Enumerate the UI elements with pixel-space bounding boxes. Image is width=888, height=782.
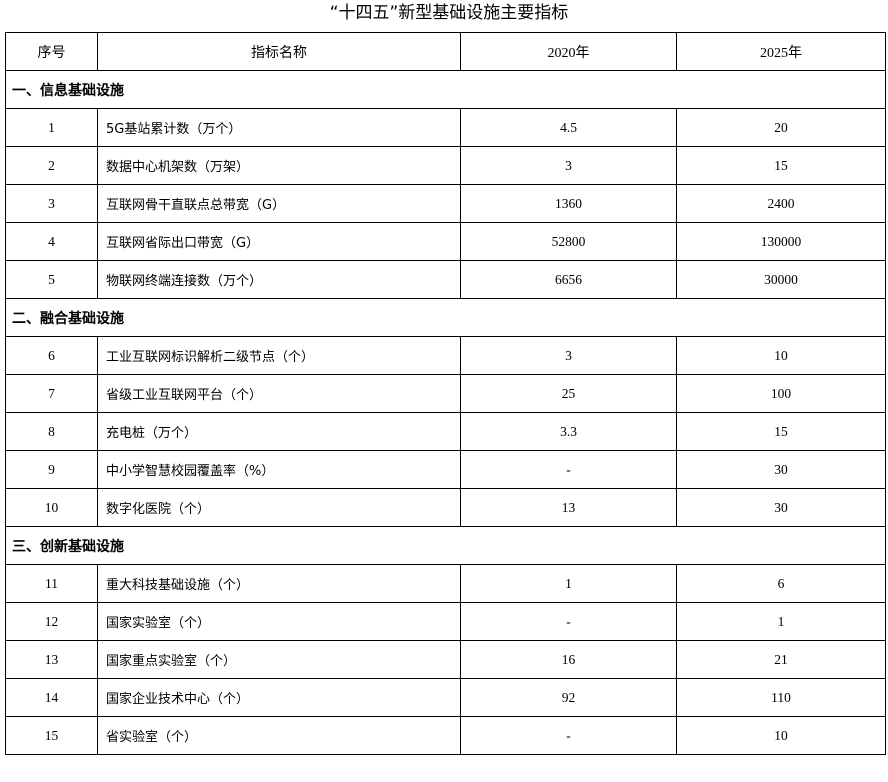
cell-no: 11 — [5, 564, 98, 603]
cell-2025: 30 — [676, 450, 886, 489]
cell-name: 物联网终端连接数（万个） — [97, 260, 461, 299]
cell-2020: 3 — [460, 336, 677, 375]
cell-name: 互联网骨干直联点总带宽（G） — [97, 184, 461, 223]
cell-2020: 25 — [460, 374, 677, 413]
cell-2020: 6656 — [460, 260, 677, 299]
cell-2025: 10 — [676, 336, 886, 375]
cell-name: 重大科技基础设施（个） — [97, 564, 461, 603]
table-row: 10 数字化医院（个） 13 30 — [5, 488, 886, 527]
section-row: 一、信息基础设施 — [5, 70, 886, 109]
cell-2020: - — [460, 716, 677, 755]
header-2020: 2020年 — [460, 32, 677, 71]
section-row: 二、融合基础设施 — [5, 298, 886, 337]
table-row: 15 省实验室（个） - 10 — [5, 716, 886, 755]
cell-2020: 3.3 — [460, 412, 677, 451]
cell-no: 3 — [5, 184, 98, 223]
cell-2025: 21 — [676, 640, 886, 679]
cell-2025: 1 — [676, 602, 886, 641]
cell-no: 15 — [5, 716, 98, 755]
cell-name: 国家实验室（个） — [97, 602, 461, 641]
cell-no: 10 — [5, 488, 98, 527]
cell-2025: 30 — [676, 488, 886, 527]
cell-no: 1 — [5, 108, 98, 147]
cell-no: 2 — [5, 146, 98, 185]
cell-no: 7 — [5, 374, 98, 413]
cell-name: 工业互联网标识解析二级节点（个） — [97, 336, 461, 375]
table-row: 8 充电桩（万个） 3.3 15 — [5, 412, 886, 451]
cell-no: 8 — [5, 412, 98, 451]
cell-name: 充电桩（万个） — [97, 412, 461, 451]
cell-2025: 100 — [676, 374, 886, 413]
cell-2020: 1 — [460, 564, 677, 603]
cell-2020: 13 — [460, 488, 677, 527]
cell-name: 数字化医院（个） — [97, 488, 461, 527]
cell-2020: 3 — [460, 146, 677, 185]
cell-2025: 6 — [676, 564, 886, 603]
section-label: 三、创新基础设施 — [5, 526, 886, 565]
section-label: 一、信息基础设施 — [5, 70, 886, 109]
cell-name: 国家重点实验室（个） — [97, 640, 461, 679]
cell-2020: - — [460, 602, 677, 641]
cell-no: 12 — [5, 602, 98, 641]
cell-name: 省级工业互联网平台（个） — [97, 374, 461, 413]
cell-no: 4 — [5, 222, 98, 261]
cell-2025: 15 — [676, 412, 886, 451]
table-row: 6 工业互联网标识解析二级节点（个） 3 10 — [5, 336, 886, 375]
cell-no: 13 — [5, 640, 98, 679]
table-row: 5 物联网终端连接数（万个） 6656 30000 — [5, 260, 886, 299]
cell-2020: 16 — [460, 640, 677, 679]
indicators-table: 序号 指标名称 2020年 2025年 一、信息基础设施 1 5G基站累计数（万个… — [5, 32, 886, 755]
header-2025: 2025年 — [676, 32, 886, 71]
cell-name: 互联网省际出口带宽（G） — [97, 222, 461, 261]
page-title: “十四五”新型基础设施主要指标 — [329, 3, 569, 23]
section-row: 三、创新基础设施 — [5, 526, 886, 565]
table-row: 13 国家重点实验室（个） 16 21 — [5, 640, 886, 679]
cell-no: 6 — [5, 336, 98, 375]
cell-no: 14 — [5, 678, 98, 717]
cell-2025: 130000 — [676, 222, 886, 261]
header-no: 序号 — [5, 32, 98, 71]
cell-2025: 2400 — [676, 184, 886, 223]
header-name: 指标名称 — [97, 32, 461, 71]
cell-name: 5G基站累计数（万个） — [97, 108, 461, 147]
table-row: 11 重大科技基础设施（个） 1 6 — [5, 564, 886, 603]
cell-2020: 92 — [460, 678, 677, 717]
table-row: 2 数据中心机架数（万架） 3 15 — [5, 146, 886, 185]
cell-2020: 52800 — [460, 222, 677, 261]
cell-name: 国家企业技术中心（个） — [97, 678, 461, 717]
cell-name: 数据中心机架数（万架） — [97, 146, 461, 185]
table-row: 1 5G基站累计数（万个） 4.5 20 — [5, 108, 886, 147]
cell-2020: 4.5 — [460, 108, 677, 147]
table-header-row: 序号 指标名称 2020年 2025年 — [5, 32, 886, 71]
cell-2020: - — [460, 450, 677, 489]
table-row: 3 互联网骨干直联点总带宽（G） 1360 2400 — [5, 184, 886, 223]
cell-name: 中小学智慧校园覆盖率（%） — [97, 450, 461, 489]
table-row: 4 互联网省际出口带宽（G） 52800 130000 — [5, 222, 886, 261]
cell-2020: 1360 — [460, 184, 677, 223]
table-row: 7 省级工业互联网平台（个） 25 100 — [5, 374, 886, 413]
cell-no: 9 — [5, 450, 98, 489]
cell-name: 省实验室（个） — [97, 716, 461, 755]
cell-2025: 110 — [676, 678, 886, 717]
table-row: 9 中小学智慧校园覆盖率（%） - 30 — [5, 450, 886, 489]
table-row: 14 国家企业技术中心（个） 92 110 — [5, 678, 886, 717]
cell-2025: 20 — [676, 108, 886, 147]
table-row: 12 国家实验室（个） - 1 — [5, 602, 886, 641]
cell-2025: 15 — [676, 146, 886, 185]
cell-2025: 30000 — [676, 260, 886, 299]
cell-2025: 10 — [676, 716, 886, 755]
cell-no: 5 — [5, 260, 98, 299]
section-label: 二、融合基础设施 — [5, 298, 886, 337]
